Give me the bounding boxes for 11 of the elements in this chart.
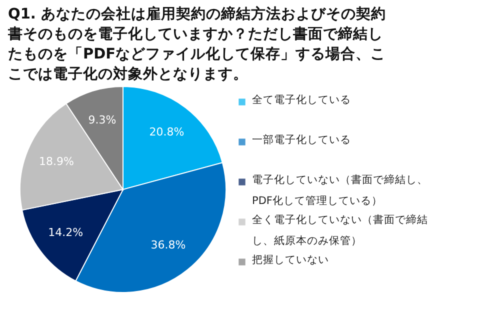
legend-label: 一部電子化している — [252, 133, 351, 146]
legend-label: 全く電子化していない（書面で締結し、紙原本のみ保管） — [252, 213, 428, 247]
chart-title: Q1. あなたの会社は雇用契約の締結方法およびその契約書そのものを電子化していますか？ただし書面で締結したものを「PDFなどファイル化して保存」する場合、ここでは電子化の対象外となります。 — [7, 4, 386, 82]
legend-label: 電子化していない（書面で締結し、PDF化して管理している） — [252, 173, 428, 207]
data-label: 36.8% — [150, 238, 186, 252]
data-label: 14.2% — [48, 226, 84, 239]
legend-label: 把握していない — [252, 254, 329, 266]
data-label: 9.3% — [88, 114, 116, 127]
data-label: 18.9% — [39, 154, 74, 168]
data-label: 20.8% — [149, 125, 184, 138]
legend-label: 全て電子化している — [252, 94, 351, 106]
